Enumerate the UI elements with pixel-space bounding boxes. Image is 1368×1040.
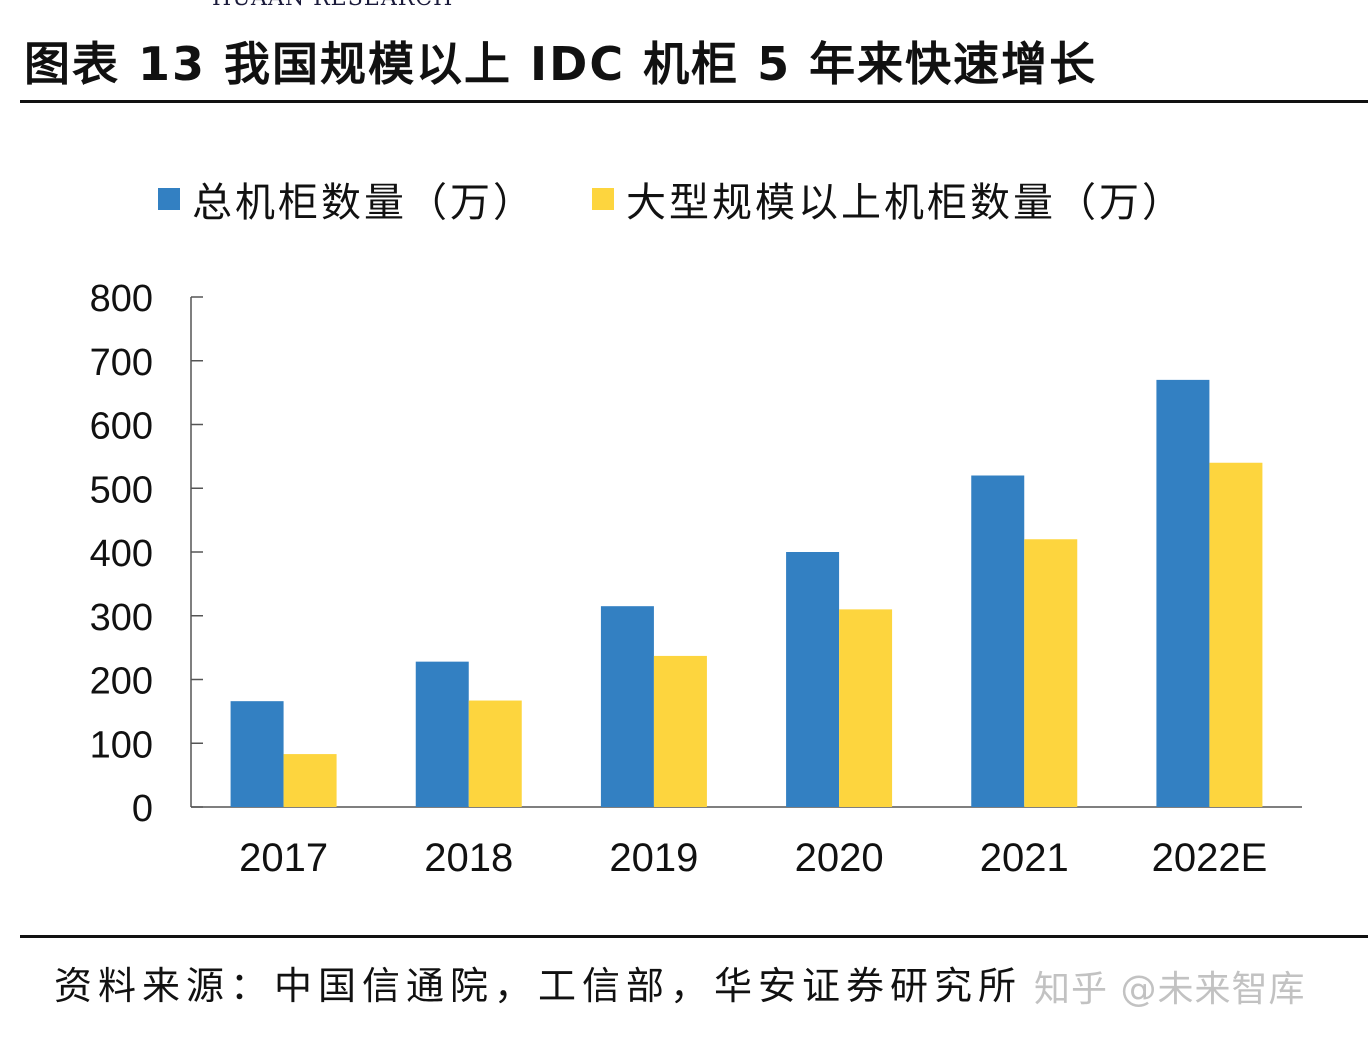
x-tick-label-2019: 2019: [609, 836, 698, 880]
y-tick-label-0: 0: [132, 788, 153, 830]
bar-total-2019: [600, 606, 654, 807]
chart-title: 图表 13 我国规模以上 IDC 机柜 5 年来快速增长: [24, 37, 1098, 91]
x-tick-label-2017: 2017: [239, 836, 328, 880]
source-note: 资料来源：中国信通院，工信部，华安证券研究所: [54, 964, 1023, 1008]
legend-swatch-large: [592, 188, 614, 210]
bar-total-2020: [786, 552, 840, 807]
legend: 总机柜数量（万） 大型规模以上机柜数量（万）: [158, 170, 1185, 228]
legend-item-total: 总机柜数量（万）: [158, 170, 536, 228]
y-tick-label-400: 400: [90, 533, 153, 575]
bar-large-2022E: [1209, 462, 1263, 807]
x-tick-label-2018: 2018: [424, 836, 513, 880]
bar-total-2018: [415, 661, 469, 807]
legend-label-large: 大型规模以上机柜数量（万）: [626, 180, 1185, 226]
bar-total-2017: [230, 701, 284, 807]
bar-total-2021: [971, 475, 1025, 807]
y-tick-label-100: 100: [90, 724, 153, 766]
bar-large-2019: [653, 655, 707, 807]
y-tick-label-700: 700: [90, 342, 153, 384]
x-tick-label-2021: 2021: [980, 836, 1069, 880]
bar-large-2020: [839, 609, 893, 807]
y-tick-label-300: 300: [90, 597, 153, 639]
legend-label-total: 总机柜数量（万）: [192, 180, 536, 226]
y-tick-label-600: 600: [90, 406, 153, 448]
x-tick-label-2022E: 2022E: [1152, 836, 1268, 880]
bar-large-2018: [468, 700, 522, 807]
bar-large-2017: [283, 754, 337, 807]
legend-item-large: 大型规模以上机柜数量（万）: [592, 170, 1185, 228]
watermark: 知乎 @未来智库: [1034, 969, 1306, 1010]
brand-header: HUAAN RESEARCH: [212, 0, 453, 11]
bar-total-2022E: [1156, 379, 1210, 807]
x-tick-label-2020: 2020: [795, 836, 884, 880]
y-tick-label-500: 500: [90, 469, 153, 511]
bar-large-2021: [1024, 539, 1078, 807]
bottom-rule: [20, 935, 1368, 938]
y-tick-label-200: 200: [90, 661, 153, 703]
legend-swatch-total: [158, 188, 180, 210]
y-tick-label-800: 800: [90, 278, 153, 320]
top-rule: [20, 100, 1368, 103]
